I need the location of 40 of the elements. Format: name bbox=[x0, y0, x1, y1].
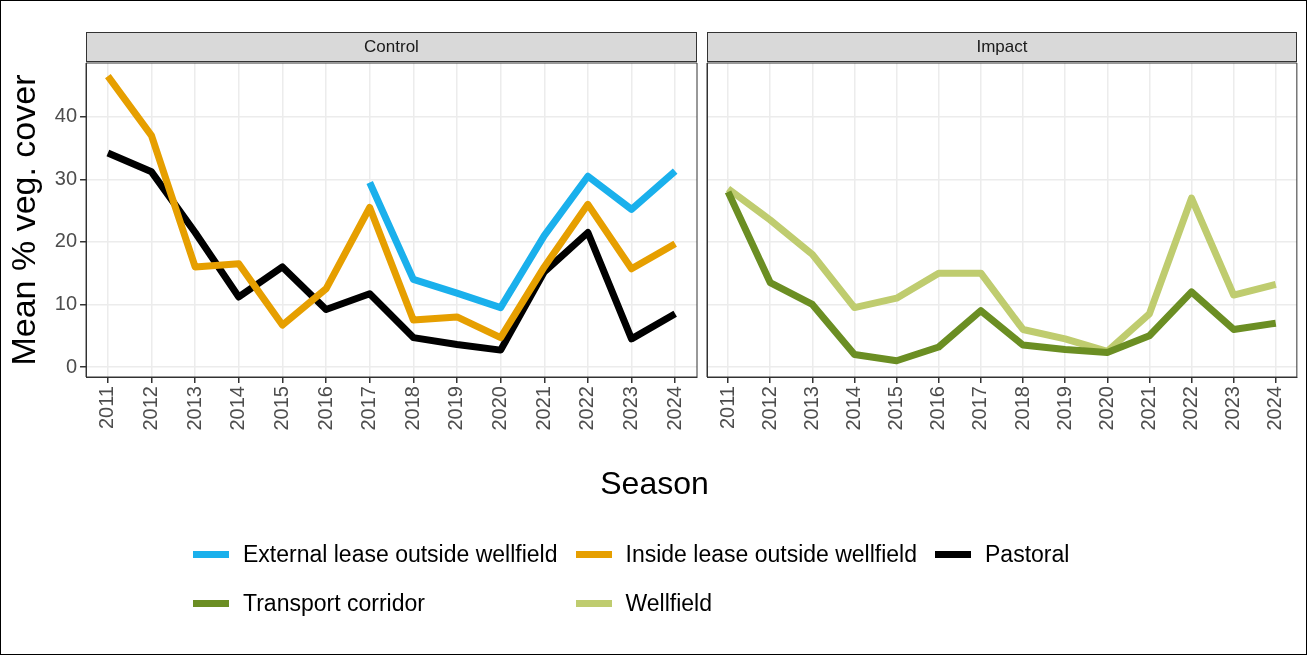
x-axis-title: Season bbox=[599, 465, 710, 502]
x-tick-label: 2012 bbox=[139, 386, 162, 431]
x-tick-label: 2011 bbox=[715, 386, 738, 430]
legend-label: Transport corridor bbox=[243, 590, 425, 617]
legend-label: Wellfield bbox=[625, 590, 713, 617]
x-tick-label: 2017 bbox=[357, 386, 380, 431]
x-tick-label: 2016 bbox=[926, 386, 949, 431]
x-tick-label: 2014 bbox=[841, 386, 864, 431]
x-tick-label: 2017 bbox=[968, 386, 991, 431]
y-tick-label: 30 bbox=[54, 166, 78, 189]
x-tick-label: 2021 bbox=[531, 386, 554, 431]
x-tick-label: 2013 bbox=[182, 386, 205, 431]
x-tick-label: 2011 bbox=[95, 386, 118, 430]
y-tick-label: 0 bbox=[65, 354, 78, 377]
x-tick-label: 2023 bbox=[619, 386, 642, 431]
x-tick-label: 2019 bbox=[444, 386, 467, 431]
x-tick-label: 2015 bbox=[269, 386, 292, 431]
x-tick-label: 2013 bbox=[799, 386, 822, 431]
x-tick-label: 2019 bbox=[1052, 386, 1075, 431]
x-tick-label: 2020 bbox=[1094, 386, 1117, 431]
legend-label: External lease outside wellfield bbox=[243, 541, 558, 568]
x-tick-label: 2024 bbox=[662, 386, 685, 431]
y-tick-label: 20 bbox=[54, 229, 78, 252]
y-tick-label: 40 bbox=[54, 104, 78, 127]
x-tick-label: 2024 bbox=[1263, 386, 1286, 431]
x-tick-label: 2015 bbox=[884, 386, 907, 431]
x-tick-label: 2022 bbox=[1179, 386, 1202, 431]
x-tick-label: 2022 bbox=[575, 386, 598, 431]
x-tick-label: 2016 bbox=[313, 386, 336, 431]
x-tick-label: 2023 bbox=[1221, 386, 1244, 431]
legend-label: Pastoral bbox=[985, 541, 1070, 568]
x-tick-label: 2021 bbox=[1136, 386, 1159, 431]
x-tick-label: 2014 bbox=[226, 386, 249, 431]
legend-label: Inside lease outside wellfield bbox=[625, 541, 918, 568]
y-axis-title: Mean % veg. cover bbox=[3, 74, 42, 366]
x-tick-label: 2018 bbox=[400, 386, 423, 431]
x-tick-label: 2012 bbox=[757, 386, 780, 431]
y-tick-label: 10 bbox=[54, 291, 78, 314]
x-tick-label: 2020 bbox=[488, 386, 511, 431]
x-tick-label: 2018 bbox=[1010, 386, 1033, 431]
